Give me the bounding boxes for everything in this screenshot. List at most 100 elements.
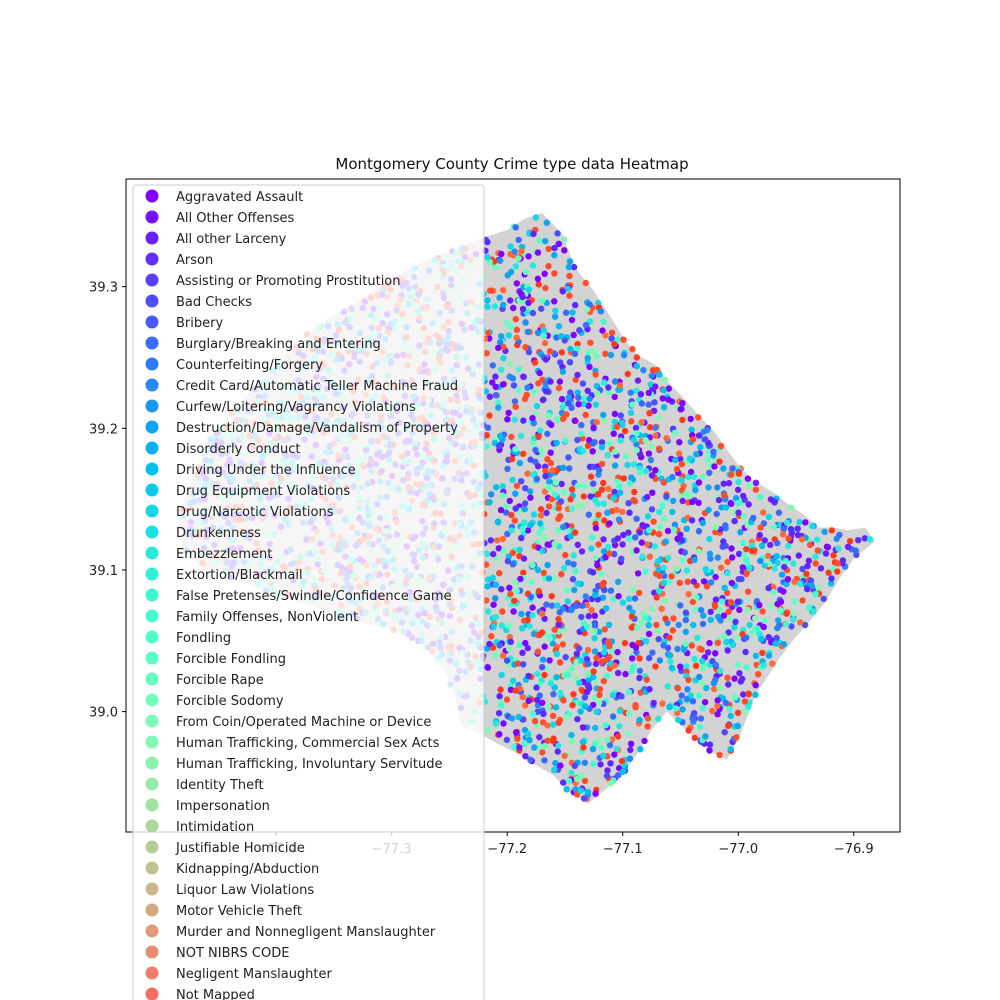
crime-point <box>606 653 613 661</box>
crime-point <box>787 504 795 511</box>
crime-point <box>574 436 581 444</box>
crime-point <box>593 390 601 397</box>
crime-point <box>498 366 505 373</box>
crime-point <box>761 562 768 569</box>
crime-point <box>598 439 606 446</box>
crime-point <box>784 519 791 526</box>
crime-point <box>565 400 572 407</box>
crime-point <box>603 772 611 779</box>
crime-point <box>544 722 551 729</box>
crime-point <box>512 316 519 323</box>
crime-point <box>513 326 521 333</box>
crime-point <box>483 597 490 604</box>
crime-point <box>663 435 670 442</box>
crime-point <box>506 584 513 591</box>
crime-point <box>563 411 570 418</box>
crime-point <box>650 518 657 525</box>
crime-point <box>598 744 605 751</box>
crime-point <box>486 393 494 400</box>
crime-point <box>726 705 733 713</box>
crime-point <box>705 484 712 491</box>
crime-point <box>648 372 655 379</box>
crime-point <box>618 693 625 700</box>
crime-point <box>714 554 721 561</box>
crime-point <box>518 478 525 485</box>
crime-point <box>686 455 694 462</box>
crime-point <box>683 567 691 574</box>
crime-point <box>695 692 703 699</box>
crime-point <box>484 727 491 734</box>
crime-point <box>500 720 507 727</box>
crime-point <box>812 590 819 598</box>
crime-point <box>496 693 503 700</box>
crime-point <box>548 602 556 609</box>
legend-marker <box>145 357 159 371</box>
crime-point <box>535 433 542 440</box>
crime-point <box>564 598 571 605</box>
crime-point <box>512 505 519 512</box>
crime-point <box>669 474 676 481</box>
crime-point <box>655 445 663 452</box>
crime-point <box>519 625 526 632</box>
crime-point <box>741 698 749 705</box>
crime-point <box>622 453 630 460</box>
crime-point <box>591 496 599 504</box>
crime-point <box>662 597 669 604</box>
crime-point <box>735 509 742 516</box>
crime-point <box>508 511 515 519</box>
crime-point <box>577 787 585 794</box>
crime-point <box>660 478 668 486</box>
crime-point <box>736 606 743 614</box>
crime-point <box>490 623 497 630</box>
crime-point <box>590 480 597 487</box>
crime-point <box>801 621 809 629</box>
legend-marker <box>145 756 159 770</box>
crime-point <box>619 541 626 548</box>
crime-point <box>670 497 677 505</box>
crime-point <box>716 458 723 465</box>
crime-point <box>590 668 597 675</box>
crime-point <box>642 568 649 575</box>
crime-point <box>669 508 676 516</box>
crime-point <box>645 622 652 629</box>
crime-point <box>806 541 814 549</box>
crime-point <box>630 663 637 670</box>
crime-point <box>648 506 656 513</box>
legend-marker <box>145 735 159 749</box>
crime-point <box>722 504 730 511</box>
crime-point <box>581 394 588 402</box>
crime-point <box>606 440 613 447</box>
legend-label: Extortion/Blackmail <box>176 568 303 583</box>
crime-point <box>646 654 653 662</box>
crime-point <box>499 492 506 499</box>
crime-point <box>723 638 730 646</box>
crime-point <box>583 306 591 313</box>
legend-box <box>132 184 485 1000</box>
legend-item: Drug/Narcotic Violations <box>145 504 334 520</box>
crime-point <box>727 615 734 623</box>
crime-point <box>534 670 541 677</box>
crime-point <box>544 430 551 438</box>
crime-point <box>839 557 847 564</box>
crime-point <box>542 473 549 480</box>
crime-point <box>656 371 663 378</box>
crime-point <box>735 575 742 583</box>
crime-point <box>551 313 559 320</box>
crime-point <box>504 558 512 565</box>
crime-point <box>559 288 566 295</box>
crime-point <box>545 703 552 710</box>
crime-point <box>699 519 706 527</box>
crime-point <box>734 486 742 493</box>
crime-point <box>867 536 874 543</box>
crime-point <box>711 685 718 693</box>
crime-point <box>505 332 512 339</box>
crime-point <box>707 616 714 623</box>
crime-point <box>572 301 579 309</box>
crime-point <box>742 648 749 656</box>
crime-point <box>575 501 583 509</box>
crime-point <box>812 553 819 560</box>
crime-point <box>509 549 517 557</box>
crime-point <box>553 674 560 681</box>
crime-point <box>559 415 567 422</box>
crime-point <box>537 512 545 519</box>
